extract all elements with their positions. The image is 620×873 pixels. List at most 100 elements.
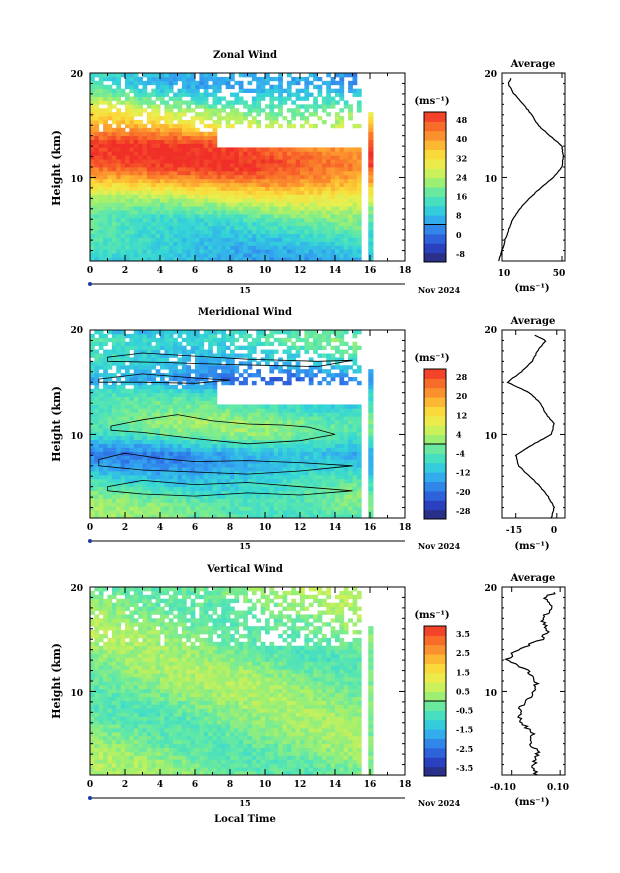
heatmap-cell — [160, 502, 165, 507]
heatmap-cell — [120, 400, 126, 405]
heatmap-cell — [212, 424, 218, 429]
heatmap-cell — [142, 147, 148, 152]
heatmap-cell — [317, 225, 323, 231]
heatmap-cell — [164, 112, 170, 117]
heatmap-cell — [103, 498, 108, 503]
heatmap-cell — [98, 80, 104, 86]
heatmap-cell — [313, 84, 318, 90]
colorbar-segment — [424, 121, 446, 132]
heatmap-cell — [313, 123, 318, 129]
heatmap-cell — [260, 333, 266, 339]
heatmap-cell — [291, 190, 297, 195]
heatmap-cell — [90, 151, 95, 156]
heatmap-cell — [295, 96, 301, 101]
heatmap-cell — [138, 131, 143, 137]
heatmap-cell — [203, 330, 209, 335]
heatmap-cell — [90, 229, 95, 234]
heatmap-cell — [356, 92, 362, 97]
heatmap-cell — [111, 194, 117, 199]
heatmap-cell — [282, 341, 288, 347]
heatmap-cell — [286, 463, 292, 468]
heatmap-cell — [111, 88, 117, 93]
heatmap-cell — [116, 241, 122, 246]
heatmap-cell — [216, 443, 222, 448]
heatmap-cell — [238, 178, 244, 184]
heatmap-cell — [251, 502, 257, 507]
heatmap-cell — [251, 155, 257, 160]
heatmap-cell — [90, 88, 95, 93]
heatmap-cell — [125, 357, 130, 362]
heatmap-cell — [260, 349, 266, 354]
heatmap-cell — [304, 108, 310, 113]
heatmap-cell — [160, 353, 165, 358]
heatmap-cell — [90, 420, 95, 425]
heatmap-cell — [291, 221, 297, 227]
heatmap-cell — [116, 384, 122, 390]
heatmap-cell — [199, 92, 205, 97]
heatmap-cell — [313, 408, 318, 413]
heatmap-cell — [155, 186, 161, 191]
heatmap-cell — [142, 206, 148, 211]
heatmap-cell — [111, 229, 117, 234]
heatmap-cell — [146, 214, 152, 219]
heatmap-cell — [216, 455, 222, 460]
heatmap-cell — [151, 170, 157, 176]
heatmap-cell — [317, 116, 323, 121]
heatmap-cell — [186, 155, 192, 160]
heatmap-cell — [230, 404, 235, 409]
heatmap-cell — [173, 139, 178, 144]
heatmap-cell — [151, 467, 157, 472]
heatmap-cell — [195, 225, 200, 231]
heatmap-cell — [295, 178, 301, 184]
heatmap-cell — [221, 365, 227, 370]
heatmap-cell — [352, 249, 358, 254]
heatmap-cell — [273, 245, 279, 250]
heatmap-cell — [120, 245, 126, 250]
heatmap-cell — [94, 443, 100, 448]
heatmap-cell — [103, 170, 108, 176]
heatmap-cell — [265, 424, 270, 429]
heatmap-cell — [111, 420, 117, 425]
heatmap-cell — [155, 510, 161, 515]
heatmap-cell — [138, 439, 143, 444]
heatmap-cell — [278, 202, 283, 207]
heatmap-cell — [278, 451, 283, 456]
heatmap-cell — [326, 233, 332, 238]
heatmap-cell — [107, 447, 113, 452]
heatmap-cell — [111, 178, 117, 184]
heatmap-cell — [216, 174, 222, 180]
heatmap-cell — [173, 369, 178, 374]
heatmap-cell — [190, 245, 196, 250]
heatmap-cell — [221, 424, 227, 429]
heatmap-cell — [286, 486, 292, 491]
heatmap-cell — [146, 217, 152, 223]
heatmap-cell — [313, 502, 318, 507]
heatmap-cell — [164, 257, 170, 262]
heatmap-cell — [321, 229, 327, 234]
heatmap-cell — [142, 198, 148, 203]
heatmap-cell — [146, 206, 152, 211]
heatmap-cell — [94, 143, 100, 148]
heatmap-cell — [142, 377, 148, 382]
heatmap-cell — [251, 341, 257, 347]
heatmap-cell — [195, 92, 200, 97]
heatmap-cell — [330, 217, 336, 223]
heatmap-cell — [313, 416, 318, 421]
heatmap-cell — [199, 490, 205, 495]
heatmap-cell — [273, 498, 279, 503]
heatmap-cell — [348, 174, 353, 180]
heatmap-cell — [195, 139, 200, 144]
heatmap-cell — [216, 112, 222, 117]
heatmap-cell — [173, 404, 178, 409]
heatmap-cell — [308, 373, 314, 378]
heatmap-cell — [317, 257, 323, 262]
heatmap-cell — [173, 396, 178, 401]
heatmap-cell — [133, 380, 139, 386]
heatmap-cell — [230, 167, 235, 172]
heatmap-cell — [234, 490, 240, 495]
heatmap-cell — [120, 510, 126, 515]
heatmap-cell — [368, 131, 374, 137]
heatmap-cell — [339, 249, 345, 254]
heatmap-cell — [304, 155, 310, 160]
heatmap-cell — [133, 482, 139, 488]
